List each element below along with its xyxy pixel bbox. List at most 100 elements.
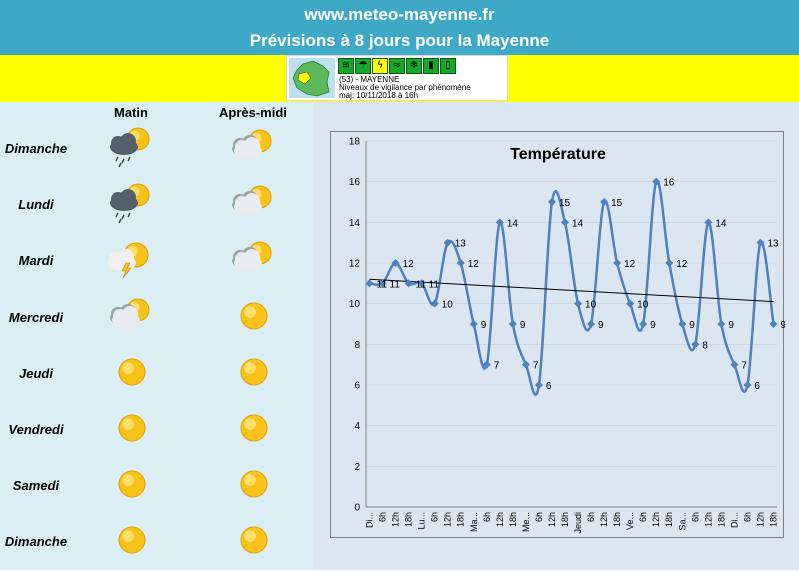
cloud-sun-icon bbox=[230, 237, 278, 279]
day-row: Samedi bbox=[0, 460, 314, 516]
data-label: 11 bbox=[416, 279, 427, 290]
data-point bbox=[613, 259, 622, 267]
x-tick-label: 6h bbox=[638, 512, 648, 522]
page-title: Prévisions à 8 jours pour la Mayenne bbox=[249, 31, 550, 50]
data-label: 14 bbox=[507, 218, 519, 229]
data-label: 12 bbox=[403, 259, 415, 270]
y-tick-label: 2 bbox=[354, 462, 360, 473]
data-point bbox=[769, 320, 778, 328]
data-label: 7 bbox=[494, 361, 500, 372]
data-label: 8 bbox=[702, 340, 708, 351]
x-tick-label: 18h bbox=[404, 512, 414, 527]
x-tick-label: Ve... bbox=[625, 512, 635, 530]
sun-icon bbox=[230, 294, 278, 336]
data-label: 12 bbox=[468, 259, 480, 270]
day-name: Lundi bbox=[18, 197, 54, 213]
data-label: 11 bbox=[390, 279, 401, 290]
x-tick-label: 18h bbox=[612, 512, 622, 527]
data-label: 15 bbox=[559, 198, 571, 209]
data-label: 13 bbox=[767, 239, 779, 250]
day-row: Dimanche bbox=[0, 516, 314, 572]
sun-icon bbox=[230, 406, 278, 448]
data-label: 10 bbox=[442, 300, 454, 311]
data-point bbox=[469, 320, 478, 328]
y-tick-label: 4 bbox=[354, 421, 360, 432]
sun-icon bbox=[230, 350, 278, 392]
y-tick-label: 18 bbox=[349, 137, 361, 148]
data-point bbox=[456, 259, 465, 267]
data-point bbox=[547, 198, 556, 206]
y-axis: 0 2 4 6 8 10 12 14 16 18 bbox=[349, 137, 367, 514]
morning-header: Matin bbox=[114, 105, 148, 120]
data-label: 13 bbox=[455, 239, 467, 250]
x-tick-label: 6h bbox=[430, 512, 440, 522]
data-point bbox=[652, 177, 661, 186]
x-tick-label: 12h bbox=[599, 512, 609, 527]
x-tick-label: 6h bbox=[742, 512, 752, 522]
x-tick-label: Me... bbox=[521, 512, 531, 532]
data-point bbox=[639, 320, 648, 328]
x-tick-label: 12h bbox=[547, 512, 557, 527]
sun-icon bbox=[230, 462, 278, 504]
x-tick-label: 6h bbox=[586, 512, 596, 522]
data-point bbox=[534, 381, 543, 389]
data-point bbox=[600, 198, 609, 206]
data-point bbox=[378, 279, 387, 288]
sun-icon bbox=[108, 406, 156, 448]
data-point bbox=[717, 320, 726, 328]
x-tick-label: Lu... bbox=[417, 512, 427, 530]
data-label: 16 bbox=[663, 178, 675, 189]
sun-icon bbox=[108, 350, 156, 392]
x-tick-label: Di... bbox=[729, 512, 739, 528]
vigilance-department: (53) - MAYENNE bbox=[339, 75, 400, 84]
x-tick-label: 18h bbox=[508, 512, 518, 527]
data-point bbox=[417, 279, 426, 288]
data-point bbox=[665, 259, 674, 267]
data-label: 10 bbox=[637, 300, 649, 311]
y-tick-label: 14 bbox=[349, 218, 361, 229]
data-label: 6 bbox=[546, 381, 552, 392]
rain-cloud-sun-icon bbox=[108, 181, 156, 224]
data-label: 7 bbox=[741, 361, 747, 372]
data-point bbox=[691, 340, 700, 349]
x-tick-label: 18h bbox=[456, 512, 466, 527]
vigilance-icons: ≋ ☂ ϟ ≈ ❄ ▮ ▯ bbox=[338, 58, 457, 74]
data-label: 14 bbox=[572, 218, 584, 229]
site-url[interactable]: www.meteo-mayenne.fr bbox=[304, 5, 495, 24]
cloud-sun-icon bbox=[230, 125, 278, 167]
temperature-chart: 0 2 4 6 8 10 12 14 16 18 Di... 6h 12h 18h Lu... 6h 12h 1… bbox=[330, 131, 786, 538]
y-tick-label: 16 bbox=[349, 177, 361, 188]
x-tick-label: 12h bbox=[391, 512, 401, 527]
data-point bbox=[756, 238, 765, 247]
data-point bbox=[560, 218, 569, 227]
day-row: Mardi bbox=[0, 235, 314, 291]
data-point bbox=[365, 279, 374, 288]
gridlines bbox=[366, 140, 777, 508]
y-tick-label: 8 bbox=[354, 340, 360, 351]
x-tick-label: 12h bbox=[495, 512, 505, 527]
data-point bbox=[704, 218, 713, 227]
data-label: 10 bbox=[585, 300, 597, 311]
day-name: Vendredi bbox=[8, 422, 64, 437]
x-tick-label: 12h bbox=[703, 512, 713, 527]
sun-icon bbox=[108, 462, 156, 504]
data-label: 9 bbox=[650, 320, 656, 331]
data-label: 9 bbox=[481, 320, 487, 331]
data-label: 9 bbox=[520, 320, 526, 331]
storm-sun-icon bbox=[108, 237, 156, 279]
x-tick-label: Ma... bbox=[469, 512, 479, 532]
day-name: Dimanche bbox=[4, 141, 68, 156]
x-tick-label: Di... bbox=[365, 512, 375, 528]
x-tick-label: 12h bbox=[651, 512, 661, 527]
x-tick-label: 12h bbox=[443, 512, 453, 527]
header: www.meteo-mayenne.fr Prévisions à 8 jour… bbox=[0, 0, 799, 55]
x-tick-label: 6h bbox=[482, 512, 492, 522]
trendline bbox=[369, 278, 774, 303]
storm-icon: ϟ bbox=[372, 58, 388, 74]
vigilance-box[interactable]: ≋ ☂ ϟ ≈ ❄ ▮ ▯ (53) - MAYENNE Niveaux de … bbox=[286, 55, 508, 101]
day-name: Mardi bbox=[18, 253, 54, 269]
data-label: 12 bbox=[624, 259, 636, 270]
cloud-sun-icon bbox=[108, 294, 156, 336]
